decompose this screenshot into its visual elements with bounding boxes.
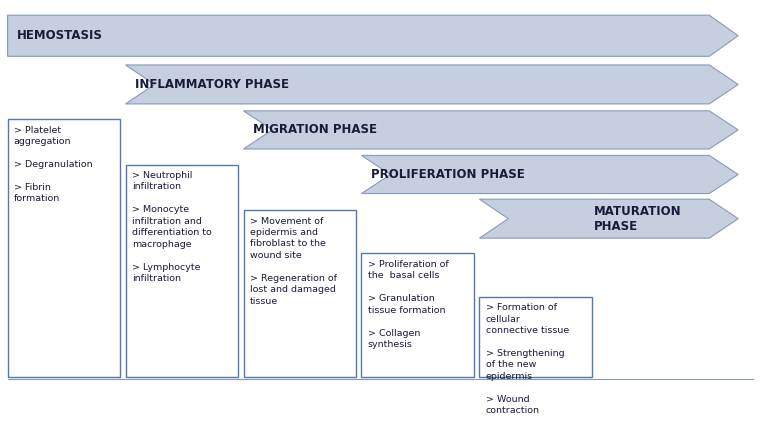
Bar [361,253,474,377]
Polygon shape [244,111,738,149]
Text: INFLAMMATORY PHASE: INFLAMMATORY PHASE [135,78,288,91]
Text: MIGRATION PHASE: MIGRATION PHASE [253,123,377,136]
Bar [244,210,356,377]
Text: > Formation of
cellular
connective tissue

> Strengthening
of the new
epidermis
: > Formation of cellular connective tissu… [486,303,568,415]
Text: HEMOSTASIS: HEMOSTASIS [17,29,103,42]
Text: PROLIFERATION PHASE: PROLIFERATION PHASE [371,168,524,181]
Text: > Proliferation of
the  basal cells

> Granulation
tissue formation

> Collagen
: > Proliferation of the basal cells > Gra… [368,260,448,349]
Polygon shape [8,15,738,56]
Polygon shape [479,199,738,238]
Text: > Neutrophil
infiltration

> Monocyte
infiltration and
differentiation to
macrop: > Neutrophil infiltration > Monocyte inf… [132,171,212,283]
Polygon shape [126,65,738,104]
Bar [8,119,120,377]
Text: > Movement of
epidermis and
fibroblast to the
wound site

> Regeneration of
lost: > Movement of epidermis and fibroblast t… [250,216,336,306]
Polygon shape [361,155,738,194]
Bar [479,297,592,377]
Text: > Platelet
aggregation

> Degranulation

> Fibrin
formation: > Platelet aggregation > Degranulation >… [14,126,92,203]
Text: MATURATION
PHASE: MATURATION PHASE [594,205,682,233]
Bar [126,165,238,377]
